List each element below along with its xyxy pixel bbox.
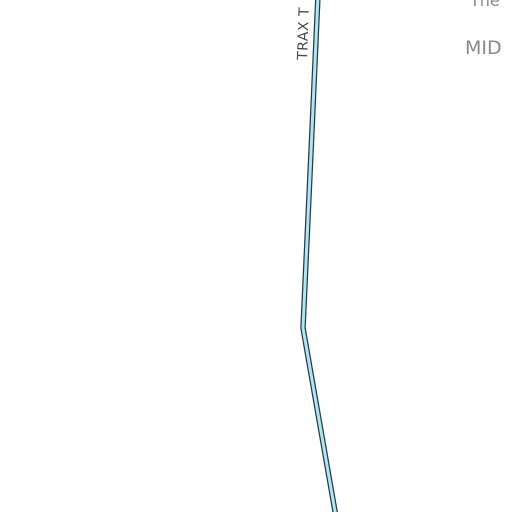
trax-line-casing bbox=[300, 0, 338, 512]
place-label-top: The bbox=[470, 0, 500, 10]
route-label: TRAX T bbox=[295, 7, 313, 61]
trax-line-fill bbox=[301, 0, 337, 512]
place-label-mid: MID bbox=[465, 37, 502, 59]
trax-line[interactable] bbox=[300, 0, 338, 512]
